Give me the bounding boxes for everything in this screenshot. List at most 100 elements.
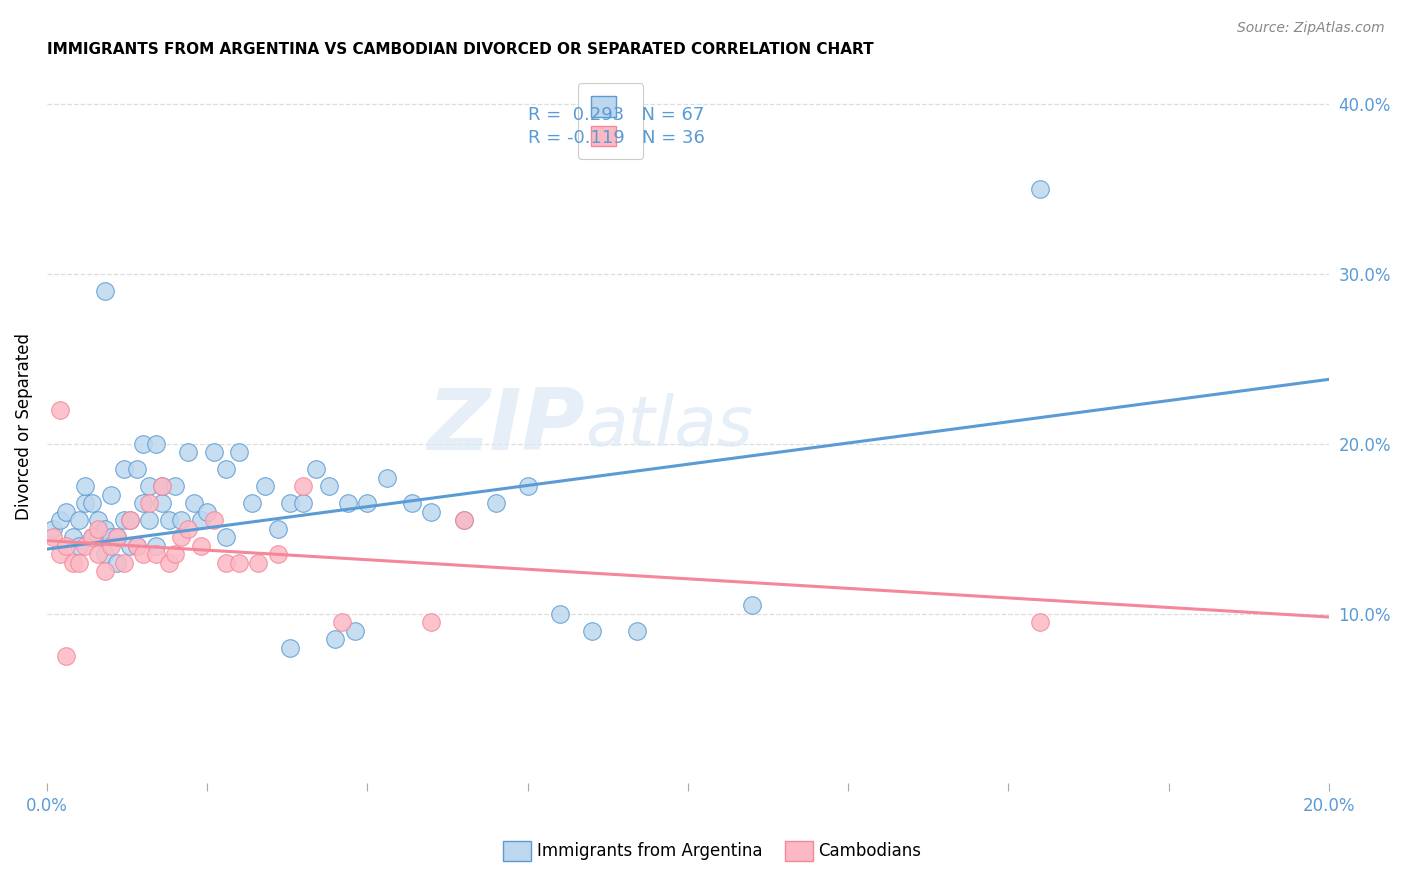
Point xyxy=(195,505,218,519)
Point xyxy=(323,632,346,646)
Y-axis label: Divorced or Separated: Divorced or Separated xyxy=(15,334,32,520)
Point xyxy=(150,479,173,493)
Point xyxy=(215,530,238,544)
Point xyxy=(125,462,148,476)
Point xyxy=(48,513,70,527)
Text: ZIP: ZIP xyxy=(427,385,585,468)
Text: R =  0.293   N = 67: R = 0.293 N = 67 xyxy=(527,105,704,124)
Point xyxy=(138,513,160,527)
Point xyxy=(132,496,155,510)
Point xyxy=(145,437,167,451)
Point xyxy=(120,513,142,527)
Point xyxy=(157,513,180,527)
Point xyxy=(87,547,110,561)
Point xyxy=(93,284,115,298)
Point xyxy=(138,496,160,510)
Point xyxy=(318,479,340,493)
Point xyxy=(177,522,200,536)
Point xyxy=(120,513,142,527)
Point xyxy=(170,530,193,544)
Point xyxy=(75,539,97,553)
Point xyxy=(132,547,155,561)
Point xyxy=(453,513,475,527)
Point xyxy=(112,462,135,476)
Point xyxy=(170,513,193,527)
Point xyxy=(453,513,475,527)
Text: IMMIGRANTS FROM ARGENTINA VS CAMBODIAN DIVORCED OR SEPARATED CORRELATION CHART: IMMIGRANTS FROM ARGENTINA VS CAMBODIAN D… xyxy=(46,42,873,57)
Point xyxy=(62,530,84,544)
Point xyxy=(401,496,423,510)
Point xyxy=(215,556,238,570)
Point xyxy=(62,556,84,570)
Point xyxy=(55,505,77,519)
Point xyxy=(42,530,65,544)
Point xyxy=(581,624,603,638)
Point xyxy=(165,547,187,561)
Point xyxy=(375,471,398,485)
Point xyxy=(280,640,302,655)
Point xyxy=(247,556,270,570)
Point xyxy=(125,539,148,553)
Point xyxy=(112,513,135,527)
Point xyxy=(292,496,315,510)
Point xyxy=(150,496,173,510)
Point xyxy=(80,530,103,544)
Point xyxy=(305,462,328,476)
Point xyxy=(202,445,225,459)
Text: Immigrants from Argentina: Immigrants from Argentina xyxy=(537,842,762,860)
Point xyxy=(67,513,90,527)
Point xyxy=(138,479,160,493)
Point xyxy=(150,479,173,493)
Text: Source: ZipAtlas.com: Source: ZipAtlas.com xyxy=(1237,21,1385,35)
Point xyxy=(55,539,77,553)
Point xyxy=(292,479,315,493)
Point xyxy=(420,505,443,519)
Text: R = -0.119   N = 36: R = -0.119 N = 36 xyxy=(527,129,704,147)
Point xyxy=(80,496,103,510)
Point xyxy=(80,530,103,544)
Point xyxy=(190,513,212,527)
Point xyxy=(105,556,128,570)
Point xyxy=(87,530,110,544)
Point xyxy=(266,522,288,536)
Point xyxy=(626,624,648,638)
Point xyxy=(67,539,90,553)
Point xyxy=(516,479,538,493)
Point xyxy=(183,496,205,510)
Point xyxy=(330,615,353,629)
Point xyxy=(280,496,302,510)
Point xyxy=(548,607,571,621)
Point xyxy=(100,530,122,544)
Point xyxy=(484,496,506,510)
Point xyxy=(202,513,225,527)
Point xyxy=(741,598,763,612)
Point xyxy=(240,496,263,510)
Text: atlas: atlas xyxy=(585,393,754,460)
Point xyxy=(93,547,115,561)
Point xyxy=(55,648,77,663)
Point xyxy=(177,445,200,459)
Point xyxy=(105,530,128,544)
Point xyxy=(145,539,167,553)
Legend: , : , xyxy=(578,83,644,159)
Point xyxy=(48,547,70,561)
Point xyxy=(343,624,366,638)
Point xyxy=(75,479,97,493)
Point xyxy=(356,496,378,510)
Point xyxy=(1029,182,1052,196)
Point xyxy=(165,479,187,493)
Point xyxy=(132,437,155,451)
Point xyxy=(67,556,90,570)
Point xyxy=(215,462,238,476)
Point xyxy=(48,403,70,417)
Point xyxy=(157,556,180,570)
Point xyxy=(266,547,288,561)
Point xyxy=(420,615,443,629)
Text: Cambodians: Cambodians xyxy=(818,842,921,860)
Point xyxy=(42,522,65,536)
Point xyxy=(228,556,250,570)
Point xyxy=(75,496,97,510)
Point xyxy=(112,556,135,570)
Point xyxy=(100,488,122,502)
Point xyxy=(145,547,167,561)
